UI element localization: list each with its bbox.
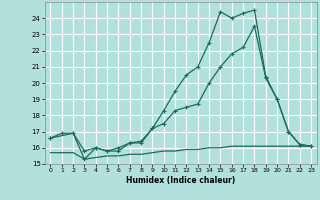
X-axis label: Humidex (Indice chaleur): Humidex (Indice chaleur) <box>126 176 236 185</box>
